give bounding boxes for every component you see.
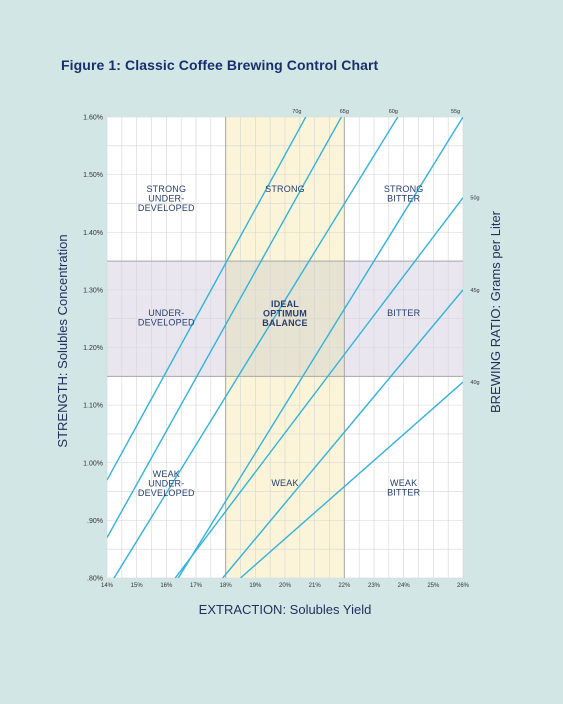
y-tick-label: 1.00% bbox=[83, 460, 103, 467]
ratio-line-50g bbox=[174, 197, 463, 578]
region-label-line: UNDER- bbox=[148, 308, 184, 318]
x-tick-label: 19% bbox=[249, 583, 262, 589]
x-tick-label: 26% bbox=[457, 583, 470, 589]
region-label-line: STRONG bbox=[265, 184, 305, 194]
ratio-line-60g bbox=[113, 117, 399, 578]
y2-axis-title: BREWING RATIO: Grams per Liter bbox=[488, 210, 503, 413]
region-label: BITTER bbox=[387, 308, 421, 318]
y-tick-label: 1.50% bbox=[83, 172, 103, 179]
y-tick-label: 1.60% bbox=[83, 115, 103, 122]
y-tick-label: .80% bbox=[87, 576, 103, 583]
grid-layer bbox=[106, 116, 464, 579]
ratio-label-45g: 45g bbox=[470, 288, 479, 294]
region-label-line: IDEAL bbox=[271, 299, 299, 309]
x-tick-label: 16% bbox=[160, 583, 173, 589]
region-label-line: UNDER- bbox=[148, 193, 184, 203]
y-tick-label: .90% bbox=[87, 518, 103, 525]
region-label: WEAK UNDER-DEVELOPED bbox=[138, 469, 195, 498]
region-label-line: WEAK bbox=[271, 478, 298, 488]
region-label-line: DEVELOPED bbox=[138, 488, 195, 498]
x-tick-label: 18% bbox=[220, 583, 233, 589]
region-label: UNDER-DEVELOPED bbox=[138, 308, 195, 328]
region-label-line: DEVELOPED bbox=[138, 203, 195, 213]
region-label: STRONG BITTER bbox=[384, 184, 424, 204]
axis-titles-layer: EXTRACTION: Solubles Yield STRENGTH: Sol… bbox=[55, 210, 503, 617]
region-label: STRONG UNDER-DEVELOPED bbox=[138, 184, 195, 213]
x-tick-label: 21% bbox=[309, 583, 322, 589]
region-label: WEAK bbox=[271, 478, 298, 488]
ratio-line-40g bbox=[240, 381, 463, 578]
ticks-layer: .80% .90% 1.00% 1.10% 1.20% 1.30% 1.40% 1.50% 1.… bbox=[83, 115, 470, 590]
x-axis-title: EXTRACTION: Solubles Yield bbox=[199, 602, 372, 617]
y-tick-label: 1.40% bbox=[83, 230, 103, 237]
y-tick-label: 1.20% bbox=[83, 345, 103, 352]
region-label-line: WEAK bbox=[153, 469, 180, 479]
region-label: WEAK BITTER bbox=[387, 478, 421, 498]
region-label-line: BITTER bbox=[387, 193, 421, 203]
x-tick-label: 15% bbox=[131, 583, 144, 589]
region-label-line: BITTER bbox=[387, 308, 421, 318]
ratio-line-70g bbox=[107, 117, 307, 481]
ratio-line-65g bbox=[107, 117, 342, 539]
region-label-line: BITTER bbox=[387, 487, 421, 497]
y-axis-title: STRENGTH: Solubles Concentration bbox=[55, 234, 70, 447]
ratio-label-70g: 70g bbox=[292, 109, 301, 115]
figure-title: Figure 1: Classic Coffee Brewing Control… bbox=[61, 57, 379, 73]
region-label: IDEAL OPTIMUM BALANCE bbox=[262, 299, 307, 328]
series-layer: 70g 65g 60g 55g 50g 45g 40g bbox=[107, 109, 480, 578]
ratio-line-45g bbox=[222, 289, 463, 578]
ratio-label-65g: 65g bbox=[340, 109, 349, 115]
y-tick-label: 1.10% bbox=[83, 403, 103, 410]
region-label-line: STRONG bbox=[146, 184, 186, 194]
region-label-line: OPTIMUM bbox=[263, 309, 307, 319]
ratio-label-60g: 60g bbox=[389, 109, 398, 115]
x-tick-label: 14% bbox=[101, 583, 114, 589]
region-label-line: DEVELOPED bbox=[138, 317, 195, 327]
region-label-line: STRONG bbox=[384, 184, 424, 194]
ratio-label-50g: 50g bbox=[470, 196, 479, 202]
ratio-label-40g: 40g bbox=[470, 380, 479, 386]
x-tick-label: 23% bbox=[368, 583, 381, 589]
region-label-line: UNDER- bbox=[148, 479, 184, 489]
x-tick-label: 22% bbox=[338, 583, 351, 589]
x-tick-label: 24% bbox=[398, 583, 411, 589]
region-label-line: WEAK bbox=[390, 478, 417, 488]
ratio-line-55g bbox=[177, 117, 463, 578]
region-label: STRONG bbox=[265, 184, 305, 194]
y-tick-label: 1.30% bbox=[83, 287, 103, 294]
x-tick-label: 25% bbox=[427, 583, 440, 589]
x-tick-label: 20% bbox=[279, 583, 292, 589]
region-label-line: BALANCE bbox=[262, 318, 307, 328]
x-tick-label: 17% bbox=[190, 583, 203, 589]
ratio-label-55g: 55g bbox=[451, 109, 460, 115]
